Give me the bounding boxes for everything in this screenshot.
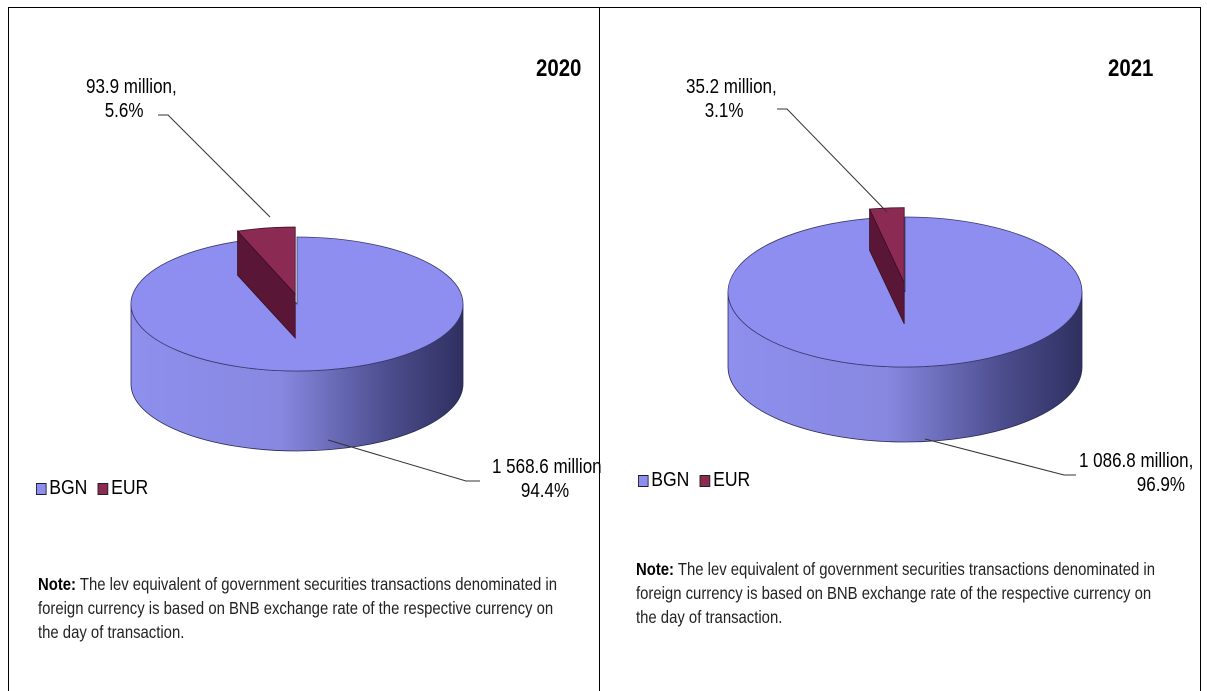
legend-2020: BGN EUR xyxy=(36,477,159,500)
legend-item-bgn: BGN xyxy=(36,477,87,500)
bgn-data-label-2020: 1 568.6 million 94.4% xyxy=(492,455,602,503)
note-2020: Note: The lev equivalent of government s… xyxy=(38,572,565,644)
eur-data-label-2021: 35.2 million, 3.1% xyxy=(686,75,777,123)
eur-data-label-2020: 93.9 million, 5.6% xyxy=(86,75,177,123)
legend-swatch-bgn xyxy=(638,474,649,487)
pie-slice-bgn xyxy=(130,236,464,372)
bgn-value-label: 1 086.8 million, xyxy=(1079,450,1194,472)
legend-label-eur: EUR xyxy=(713,469,751,491)
note-label: Note: xyxy=(636,559,675,579)
chart-panel-2021: 2021 35.2 million, 3.1% 1 086.8 million,… xyxy=(599,7,1202,691)
pie-slice-eur xyxy=(236,226,296,296)
pie-slice-bgn xyxy=(727,216,1083,368)
eur-value-label: 35.2 million, xyxy=(686,76,777,98)
eur-value-label: 93.9 million, xyxy=(86,76,177,98)
eur-percent-label: 3.1% xyxy=(704,100,744,122)
note-text: The lev equivalent of government securit… xyxy=(38,574,557,642)
legend-item-bgn: BGN xyxy=(638,469,689,492)
leader-line-eur xyxy=(158,114,271,218)
chart-panel-2020: 2020 93.9 million, 5.6% 1 568.6 million … xyxy=(8,7,602,691)
chart-title-2020: 2020 xyxy=(536,55,582,82)
legend-item-eur: EUR xyxy=(699,469,751,492)
pie-slice-eur xyxy=(868,207,905,283)
legend-2021: BGN EUR xyxy=(638,469,761,492)
legend-swatch-eur xyxy=(97,482,109,495)
legend-swatch-eur xyxy=(699,474,711,487)
note-label: Note: xyxy=(38,574,77,594)
leader-line-eur xyxy=(777,108,888,213)
bgn-value-label: 1 568.6 million xyxy=(492,456,602,478)
bgn-data-label-2021: 1 086.8 million, 96.9% xyxy=(1079,449,1193,497)
eur-percent-label: 5.6% xyxy=(104,100,144,122)
legend-label-bgn: BGN xyxy=(651,469,690,491)
pie-chart-2021 xyxy=(727,108,1083,476)
note-2021: Note: The lev equivalent of government s… xyxy=(636,557,1163,629)
figure-frame xyxy=(8,7,1201,691)
leader-line-bgn xyxy=(327,439,480,482)
chart-title-2021: 2021 xyxy=(1108,55,1154,82)
note-text: The lev equivalent of government securit… xyxy=(636,559,1155,627)
legend-label-eur: EUR xyxy=(111,477,149,499)
legend-label-bgn: BGN xyxy=(49,477,88,499)
pie-chart-2020 xyxy=(130,114,480,482)
bgn-percent-label: 94.4% xyxy=(520,480,570,502)
legend-item-eur: EUR xyxy=(97,477,149,500)
bgn-percent-label: 96.9% xyxy=(1136,474,1186,496)
legend-swatch-bgn xyxy=(36,482,47,495)
leader-line-bgn xyxy=(924,438,1076,476)
